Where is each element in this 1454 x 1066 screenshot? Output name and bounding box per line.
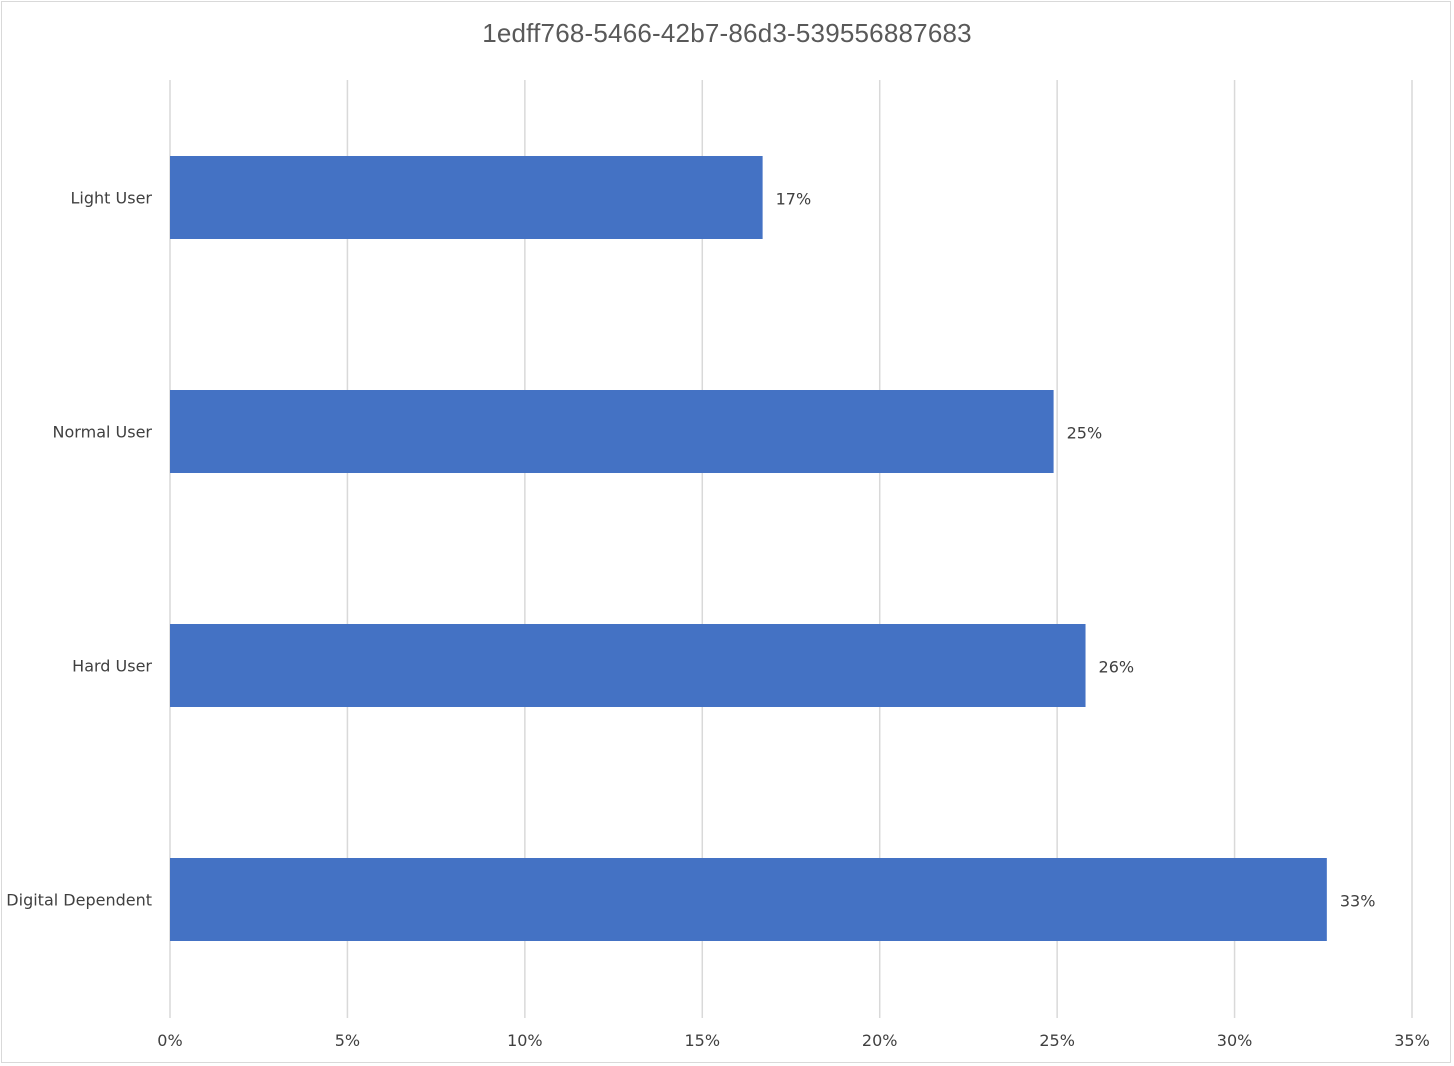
x-tick-labels: 0% 5% 10% 15% 20% 25% 30% 35% <box>157 1031 1429 1050</box>
x-tick-label: 15% <box>685 1031 721 1050</box>
data-label: 26% <box>1099 658 1135 677</box>
category-labels: Light User Normal User Hard User Digital De… <box>6 189 152 910</box>
bar <box>170 156 763 239</box>
data-labels: 17% 25% 26% 33% <box>776 190 1376 911</box>
category-label: Light User <box>71 189 153 208</box>
data-label: 17% <box>776 190 812 209</box>
bar <box>170 624 1086 707</box>
x-tick-label: 5% <box>335 1031 360 1050</box>
chart-title: 1edff768-5466-42b7-86d3-539556887683 <box>482 18 972 48</box>
category-label: Hard User <box>72 657 152 676</box>
category-label: Digital Dependent <box>6 891 152 910</box>
x-tick-label: 0% <box>157 1031 182 1050</box>
bar <box>170 390 1054 473</box>
bars <box>170 156 1327 941</box>
x-tick-label: 35% <box>1394 1031 1430 1050</box>
data-label: 33% <box>1340 892 1376 911</box>
data-label: 25% <box>1067 424 1103 443</box>
x-tick-label: 10% <box>507 1031 543 1050</box>
x-tick-label: 30% <box>1217 1031 1253 1050</box>
bar <box>170 858 1327 941</box>
x-tick-label: 25% <box>1039 1031 1075 1050</box>
x-tick-label: 20% <box>862 1031 898 1050</box>
category-label: Normal User <box>53 423 153 442</box>
